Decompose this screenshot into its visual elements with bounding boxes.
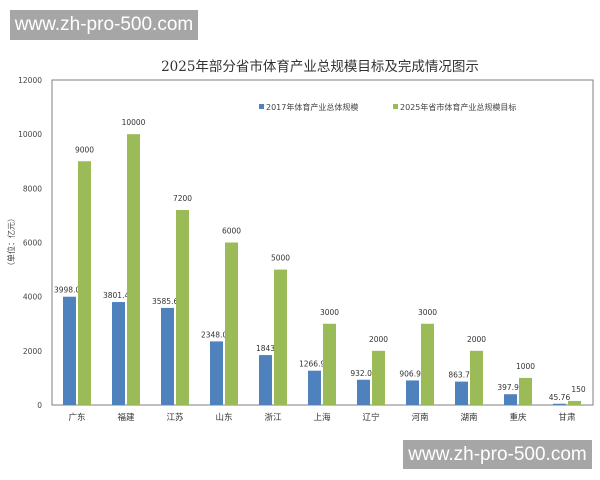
legend-entry: 2017年体育产业总体规模	[266, 102, 358, 112]
bar-2025-target	[274, 269, 287, 405]
bar-2017	[357, 379, 370, 405]
data-label: 7200	[173, 194, 192, 203]
y-tick-label: 8000	[23, 184, 42, 193]
bar-2017	[308, 370, 321, 405]
bar-2017	[63, 296, 76, 405]
legend-swatch	[393, 104, 398, 109]
x-tick-label: 重庆	[509, 412, 527, 423]
data-label: 2000	[369, 335, 388, 344]
bar-2025-target	[568, 400, 581, 405]
bar-2025-target	[421, 323, 434, 405]
data-label: 6000	[222, 227, 241, 236]
y-tick-label: 2000	[23, 347, 42, 356]
data-label: 9000	[75, 145, 94, 154]
bar-2017	[112, 302, 125, 405]
legend: 2017年体育产业总体规模 2025年省市体育产业总规模目标	[259, 102, 516, 112]
data-label: 5000	[271, 254, 290, 263]
x-tick-label: 山东	[215, 412, 232, 423]
data-label: 932.09	[350, 369, 376, 378]
y-tick-label: 4000	[23, 293, 42, 302]
data-label: 1000	[516, 362, 535, 371]
data-label: 1843	[256, 344, 275, 353]
x-tick-label: 湖南	[460, 412, 477, 423]
data-label: 3998.03	[54, 286, 85, 295]
watermark: www.zh-pro-500.com	[403, 440, 592, 469]
data-label: 2000	[467, 335, 486, 344]
data-label: 150	[571, 385, 586, 394]
bar-2017	[455, 381, 468, 405]
bar-2025-target	[127, 134, 140, 405]
data-label: 45.76	[549, 393, 571, 402]
data-label: 397.91	[497, 383, 523, 392]
legend-swatch	[259, 104, 264, 109]
x-tick-label: 福建	[117, 412, 135, 423]
bar-2017	[259, 355, 272, 405]
data-label: 3000	[418, 308, 437, 317]
legend-entry: 2025年省市体育产业总规模目标	[400, 102, 516, 112]
bar-2025-target	[176, 210, 189, 405]
bar-2017	[553, 403, 566, 405]
x-tick-label: 河南	[411, 412, 428, 423]
data-label: 3585.64	[152, 297, 183, 306]
chart-title: 2025年部分省市体育产业总规模目标及完成情况图示	[161, 58, 479, 75]
bar-2025-target	[470, 350, 483, 405]
y-tick-label: 12000	[18, 76, 42, 85]
bar-2025-target	[372, 350, 385, 405]
data-label: 10000	[122, 118, 146, 127]
bar-2017	[210, 341, 223, 405]
bar-2017	[504, 394, 517, 405]
x-tick-label: 甘肃	[558, 412, 576, 423]
data-label: 2348.01	[201, 330, 232, 339]
y-tick-label: 10000	[18, 130, 42, 139]
data-label: 906.99	[399, 369, 425, 378]
data-label: 1266.93	[299, 360, 330, 369]
x-tick-label: 辽宁	[362, 412, 379, 423]
bar-2025-target	[519, 377, 532, 405]
y-axis-label: （单位：亿元）	[6, 214, 16, 270]
x-tick-label: 上海	[313, 412, 331, 423]
data-label: 3801.41	[103, 291, 134, 300]
x-tick-label: 广东	[68, 412, 85, 423]
bar-2017	[161, 307, 174, 405]
x-tick-label: 浙江	[264, 412, 282, 423]
bar-2025-target	[78, 161, 91, 405]
bar-2025-target	[323, 323, 336, 405]
y-tick-label: 6000	[23, 239, 42, 248]
data-label: 863.74	[448, 371, 474, 380]
x-tick-label: 江苏	[166, 412, 184, 423]
bar-2025-target	[225, 242, 238, 405]
watermark: www.zh-pro-500.com	[10, 10, 198, 40]
plot-area-frame	[51, 79, 594, 406]
bar-2017	[406, 380, 419, 405]
data-label: 3000	[320, 308, 339, 317]
y-tick-label: 0	[37, 401, 42, 410]
